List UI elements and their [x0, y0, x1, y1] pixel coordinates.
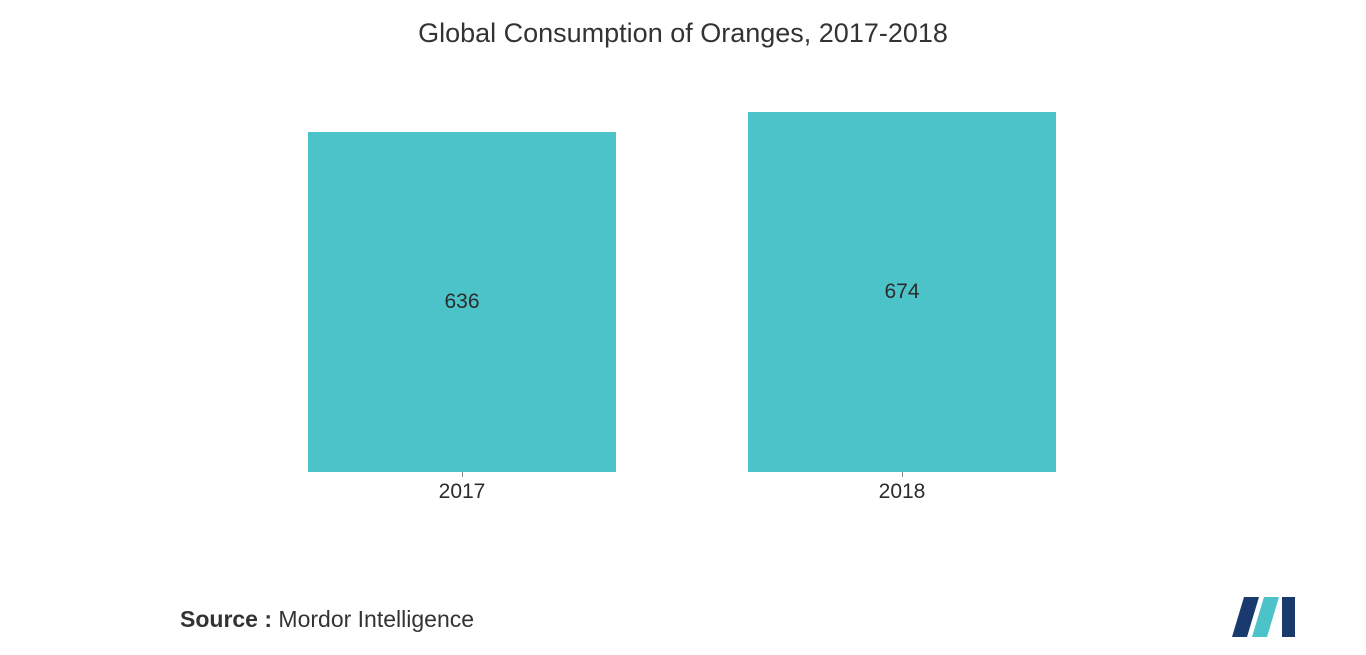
plot-area: 636 674 — [308, 98, 1058, 472]
x-tick — [902, 472, 903, 477]
bar-2018: 674 — [748, 112, 1056, 472]
mordor-logo-icon — [1232, 597, 1298, 637]
x-tick — [462, 472, 463, 477]
x-axis-label: 2017 — [439, 480, 486, 504]
source-label: Source : — [180, 606, 272, 632]
x-axis: 2017 2018 — [308, 480, 1058, 510]
source-attribution: Source : Mordor Intelligence — [180, 606, 474, 633]
bar-2017: 636 — [308, 132, 616, 472]
x-axis-label: 2018 — [879, 480, 926, 504]
bar-value-label: 674 — [884, 280, 919, 304]
chart-title: Global Consumption of Oranges, 2017-2018 — [0, 18, 1366, 49]
source-value: Mordor Intelligence — [278, 606, 474, 632]
bar-value-label: 636 — [444, 290, 479, 314]
